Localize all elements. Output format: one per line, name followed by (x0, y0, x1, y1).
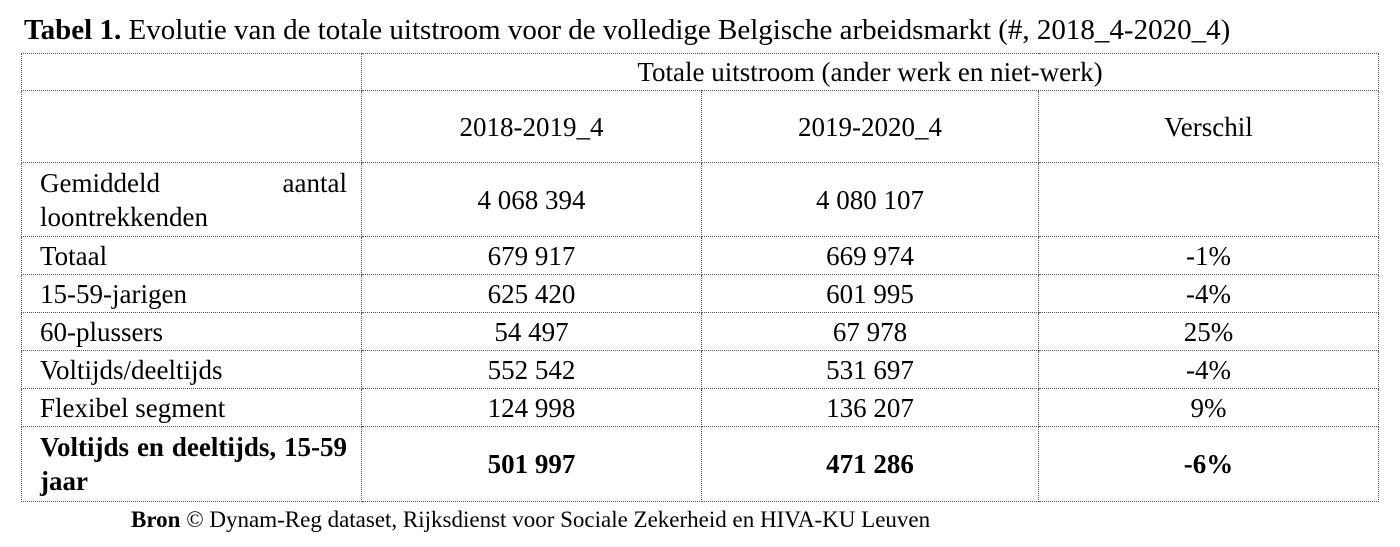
table-caption: Tabel 1. Evolutie van de totale uitstroo… (24, 12, 1230, 48)
column-header: 2019-2020_4 (701, 90, 1039, 163)
table-row: Flexibel segment 124 998 136 207 9% (21, 388, 1380, 427)
table-row: 15-59-jarigen 625 420 601 995 -4% (21, 274, 1380, 313)
caption-text: Evolutie van de totale uitstroom voor de… (128, 14, 1231, 46)
cell-value: 625 420 (361, 274, 702, 313)
column-header: 2018-2019_4 (361, 90, 702, 163)
table-row-total: Voltijds en deeltijds, 15-59 jaar 501 99… (21, 426, 1380, 502)
row-label: Gemiddeld aantal loontrekkenden (21, 162, 362, 237)
cell-value: 679 917 (361, 236, 702, 275)
cell-diff: -4% (1037, 274, 1380, 313)
table-row: Voltijds/deeltijds 552 542 531 697 -4% (21, 350, 1380, 389)
caption-label: Tabel 1. (24, 14, 122, 46)
cell-value: 4 080 107 (701, 162, 1039, 237)
empty-header-cell (21, 90, 362, 163)
row-label: 15-59-jarigen (21, 274, 362, 313)
cell-value: 67 978 (701, 312, 1039, 351)
cell-diff: 9% (1037, 388, 1380, 427)
cell-value: 471 286 (701, 426, 1039, 502)
row-label: Voltijds/deeltijds (21, 350, 362, 389)
cell-value: 669 974 (701, 236, 1039, 275)
table-row: 60-plussers 54 497 67 978 25% (21, 312, 1380, 351)
group-header-row: Totale uitstroom (ander werk en niet-wer… (21, 53, 1380, 91)
cell-value: 501 997 (361, 426, 702, 502)
cell-value: 601 995 (701, 274, 1039, 313)
cell-value: 136 207 (701, 388, 1039, 427)
row-label: 60-plussers (21, 312, 362, 351)
outflow-table: Totale uitstroom (ander werk en niet-wer… (21, 53, 1380, 502)
table-row: Gemiddeld aantal loontrekkenden 4 068 39… (21, 162, 1380, 237)
column-header: Verschil (1037, 90, 1380, 163)
cell-value: 552 542 (361, 350, 702, 389)
cell-diff: -1% (1037, 236, 1380, 275)
cell-diff: 25% (1037, 312, 1380, 351)
cell-diff (1037, 162, 1380, 237)
column-header-row: 2018-2019_4 2019-2020_4 Verschil (21, 90, 1380, 163)
table-row: Totaal 679 917 669 974 -1% (21, 236, 1380, 275)
cell-value: 124 998 (361, 388, 702, 427)
source-text: © Dynam-Reg dataset, Rijksdienst voor So… (186, 507, 931, 532)
cell-diff: -6% (1037, 426, 1380, 502)
row-label: Totaal (21, 236, 362, 275)
cell-value: 531 697 (701, 350, 1039, 389)
source-label: Bron (131, 507, 181, 532)
source-note: Bron © Dynam-Reg dataset, Rijksdienst vo… (131, 506, 930, 534)
group-header: Totale uitstroom (ander werk en niet-wer… (360, 53, 1380, 91)
row-label: Voltijds en deeltijds, 15-59 jaar (21, 426, 362, 502)
cell-diff: -4% (1037, 350, 1380, 389)
empty-corner-cell (21, 53, 362, 91)
cell-value: 54 497 (361, 312, 702, 351)
row-label: Flexibel segment (21, 388, 362, 427)
cell-value: 4 068 394 (361, 162, 702, 237)
